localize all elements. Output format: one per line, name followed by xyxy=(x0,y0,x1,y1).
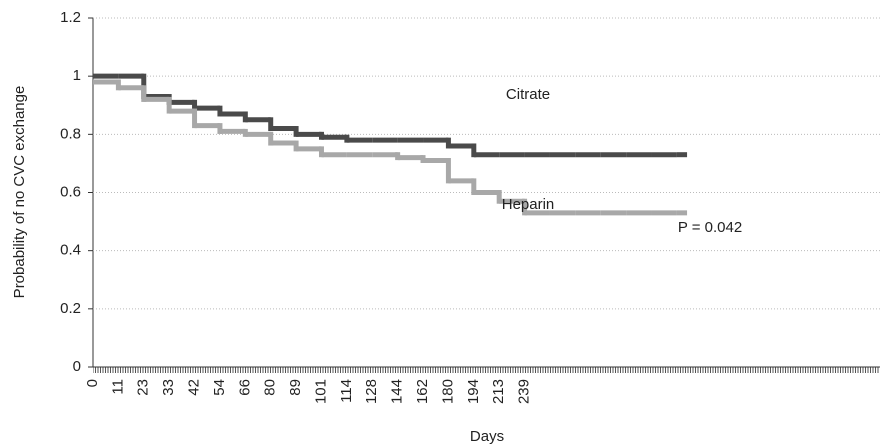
annotation: P = 0.042 xyxy=(678,219,742,236)
y-tick-label: 0 xyxy=(73,358,81,375)
x-axis-hatch xyxy=(93,367,880,373)
y-tick-label: 1.2 xyxy=(60,9,81,26)
x-tick-label: 80 xyxy=(262,379,279,396)
x-tick-label: 239 xyxy=(516,379,533,404)
x-tick-label: 33 xyxy=(160,379,177,396)
y-axis-label: Probability of no CVC exchange xyxy=(11,86,28,299)
series-label: Citrate xyxy=(506,86,550,103)
y-tick-label: 0.2 xyxy=(60,300,81,317)
x-tick-label: 89 xyxy=(287,379,304,396)
x-tick-label: 54 xyxy=(211,379,228,396)
x-tick-label: 128 xyxy=(363,379,380,404)
y-tick-label: 0.4 xyxy=(60,242,81,259)
x-tick-label: 0 xyxy=(84,379,101,387)
x-tick-label: 23 xyxy=(135,379,152,396)
x-tick-label: 66 xyxy=(236,379,253,396)
y-tick-label: 1 xyxy=(73,67,81,84)
x-tick-label: 162 xyxy=(414,379,431,404)
x-tick-label: 144 xyxy=(389,379,406,404)
x-tick-label: 180 xyxy=(439,379,456,404)
y-tick-label: 0.6 xyxy=(60,183,81,200)
y-tick-label: 0.8 xyxy=(60,125,81,142)
x-tick-label: 194 xyxy=(465,379,482,404)
x-tick-label: 42 xyxy=(186,379,203,396)
series-label: Heparin xyxy=(502,196,555,213)
x-tick-label: 213 xyxy=(490,379,507,404)
x-tick-label: 11 xyxy=(109,379,126,395)
x-tick-label: 101 xyxy=(312,379,329,404)
x-axis-label: Days xyxy=(470,428,504,445)
x-tick-label: 114 xyxy=(338,379,355,403)
